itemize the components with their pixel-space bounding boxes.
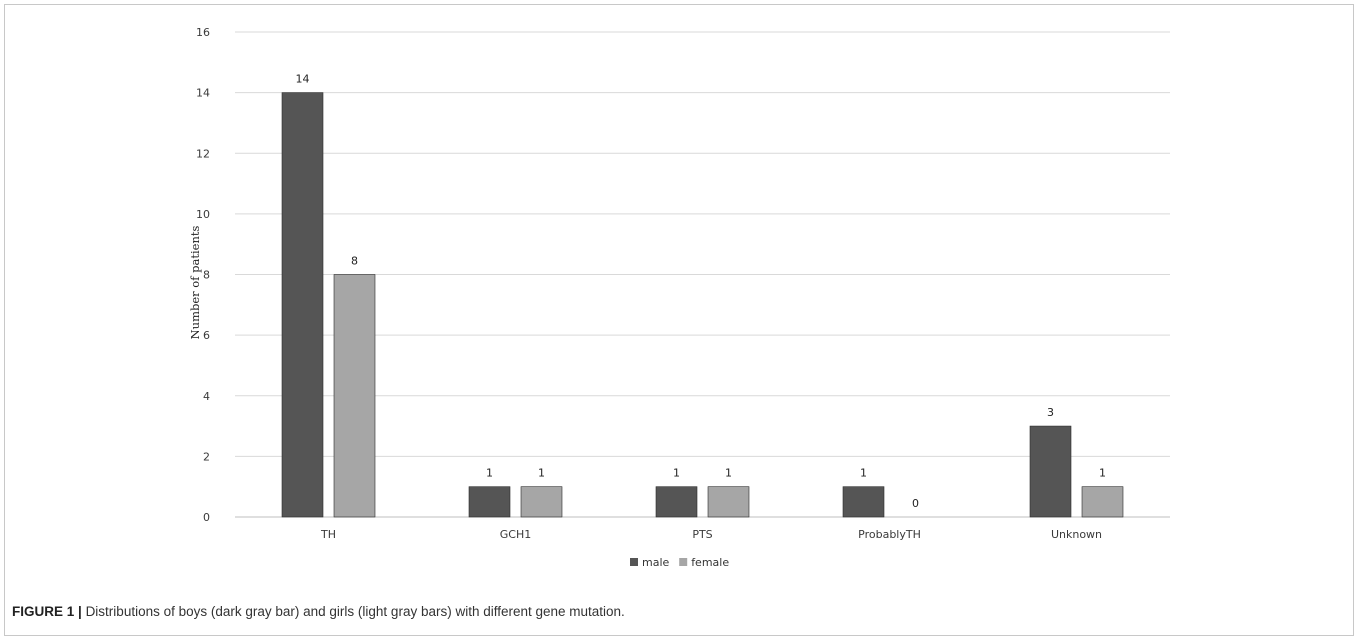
legend-swatch-male <box>630 558 638 566</box>
data-label: 1 <box>673 467 680 480</box>
legend-label-female: female <box>691 556 729 569</box>
y-axis-title: Number of patients <box>188 226 202 340</box>
data-label: 8 <box>351 255 358 268</box>
bar-male <box>468 486 511 518</box>
data-label: 14 <box>296 73 310 86</box>
y-tick-label: 0 <box>203 511 210 524</box>
data-label: 1 <box>1099 467 1106 480</box>
data-label: 3 <box>1047 406 1054 419</box>
figure-caption-text: Distributions of boys (dark gray bar) an… <box>85 604 625 619</box>
y-tick-label: 16 <box>196 26 210 39</box>
legend-swatch-female <box>679 558 688 566</box>
bar-female <box>707 486 750 518</box>
y-tick-label: 8 <box>203 269 210 282</box>
x-tick-label: PTS <box>692 528 712 541</box>
bar-male <box>842 486 885 518</box>
y-tick-label: 2 <box>203 450 210 463</box>
y-tick-label: 6 <box>203 329 210 342</box>
bar-female <box>520 486 563 518</box>
bar-female <box>1081 486 1124 518</box>
bar-male <box>281 92 324 518</box>
figure-caption-label: FIGURE 1 | <box>12 604 82 619</box>
data-label: 1 <box>860 467 867 480</box>
data-label: 1 <box>538 467 545 480</box>
bar-female <box>333 274 376 518</box>
y-tick-label: 14 <box>196 87 210 100</box>
y-tick-label: 4 <box>203 390 210 403</box>
figure-caption: FIGURE 1 | Distributions of boys (dark g… <box>12 604 625 619</box>
x-tick-label: Unknown <box>1051 528 1102 541</box>
x-tick-label: ProbablyTH <box>858 528 921 541</box>
data-label: 1 <box>486 467 493 480</box>
bar-male <box>655 486 698 518</box>
y-tick-label: 10 <box>196 208 210 221</box>
y-tick-label: 12 <box>196 147 210 160</box>
legend-label-male: male <box>642 556 670 569</box>
figure-frame <box>4 4 1354 636</box>
x-tick-label: GCH1 <box>500 528 531 541</box>
x-tick-label: TH <box>320 528 336 541</box>
data-label: 0 <box>912 497 919 510</box>
bar-male <box>1029 425 1072 518</box>
data-label: 1 <box>725 467 732 480</box>
